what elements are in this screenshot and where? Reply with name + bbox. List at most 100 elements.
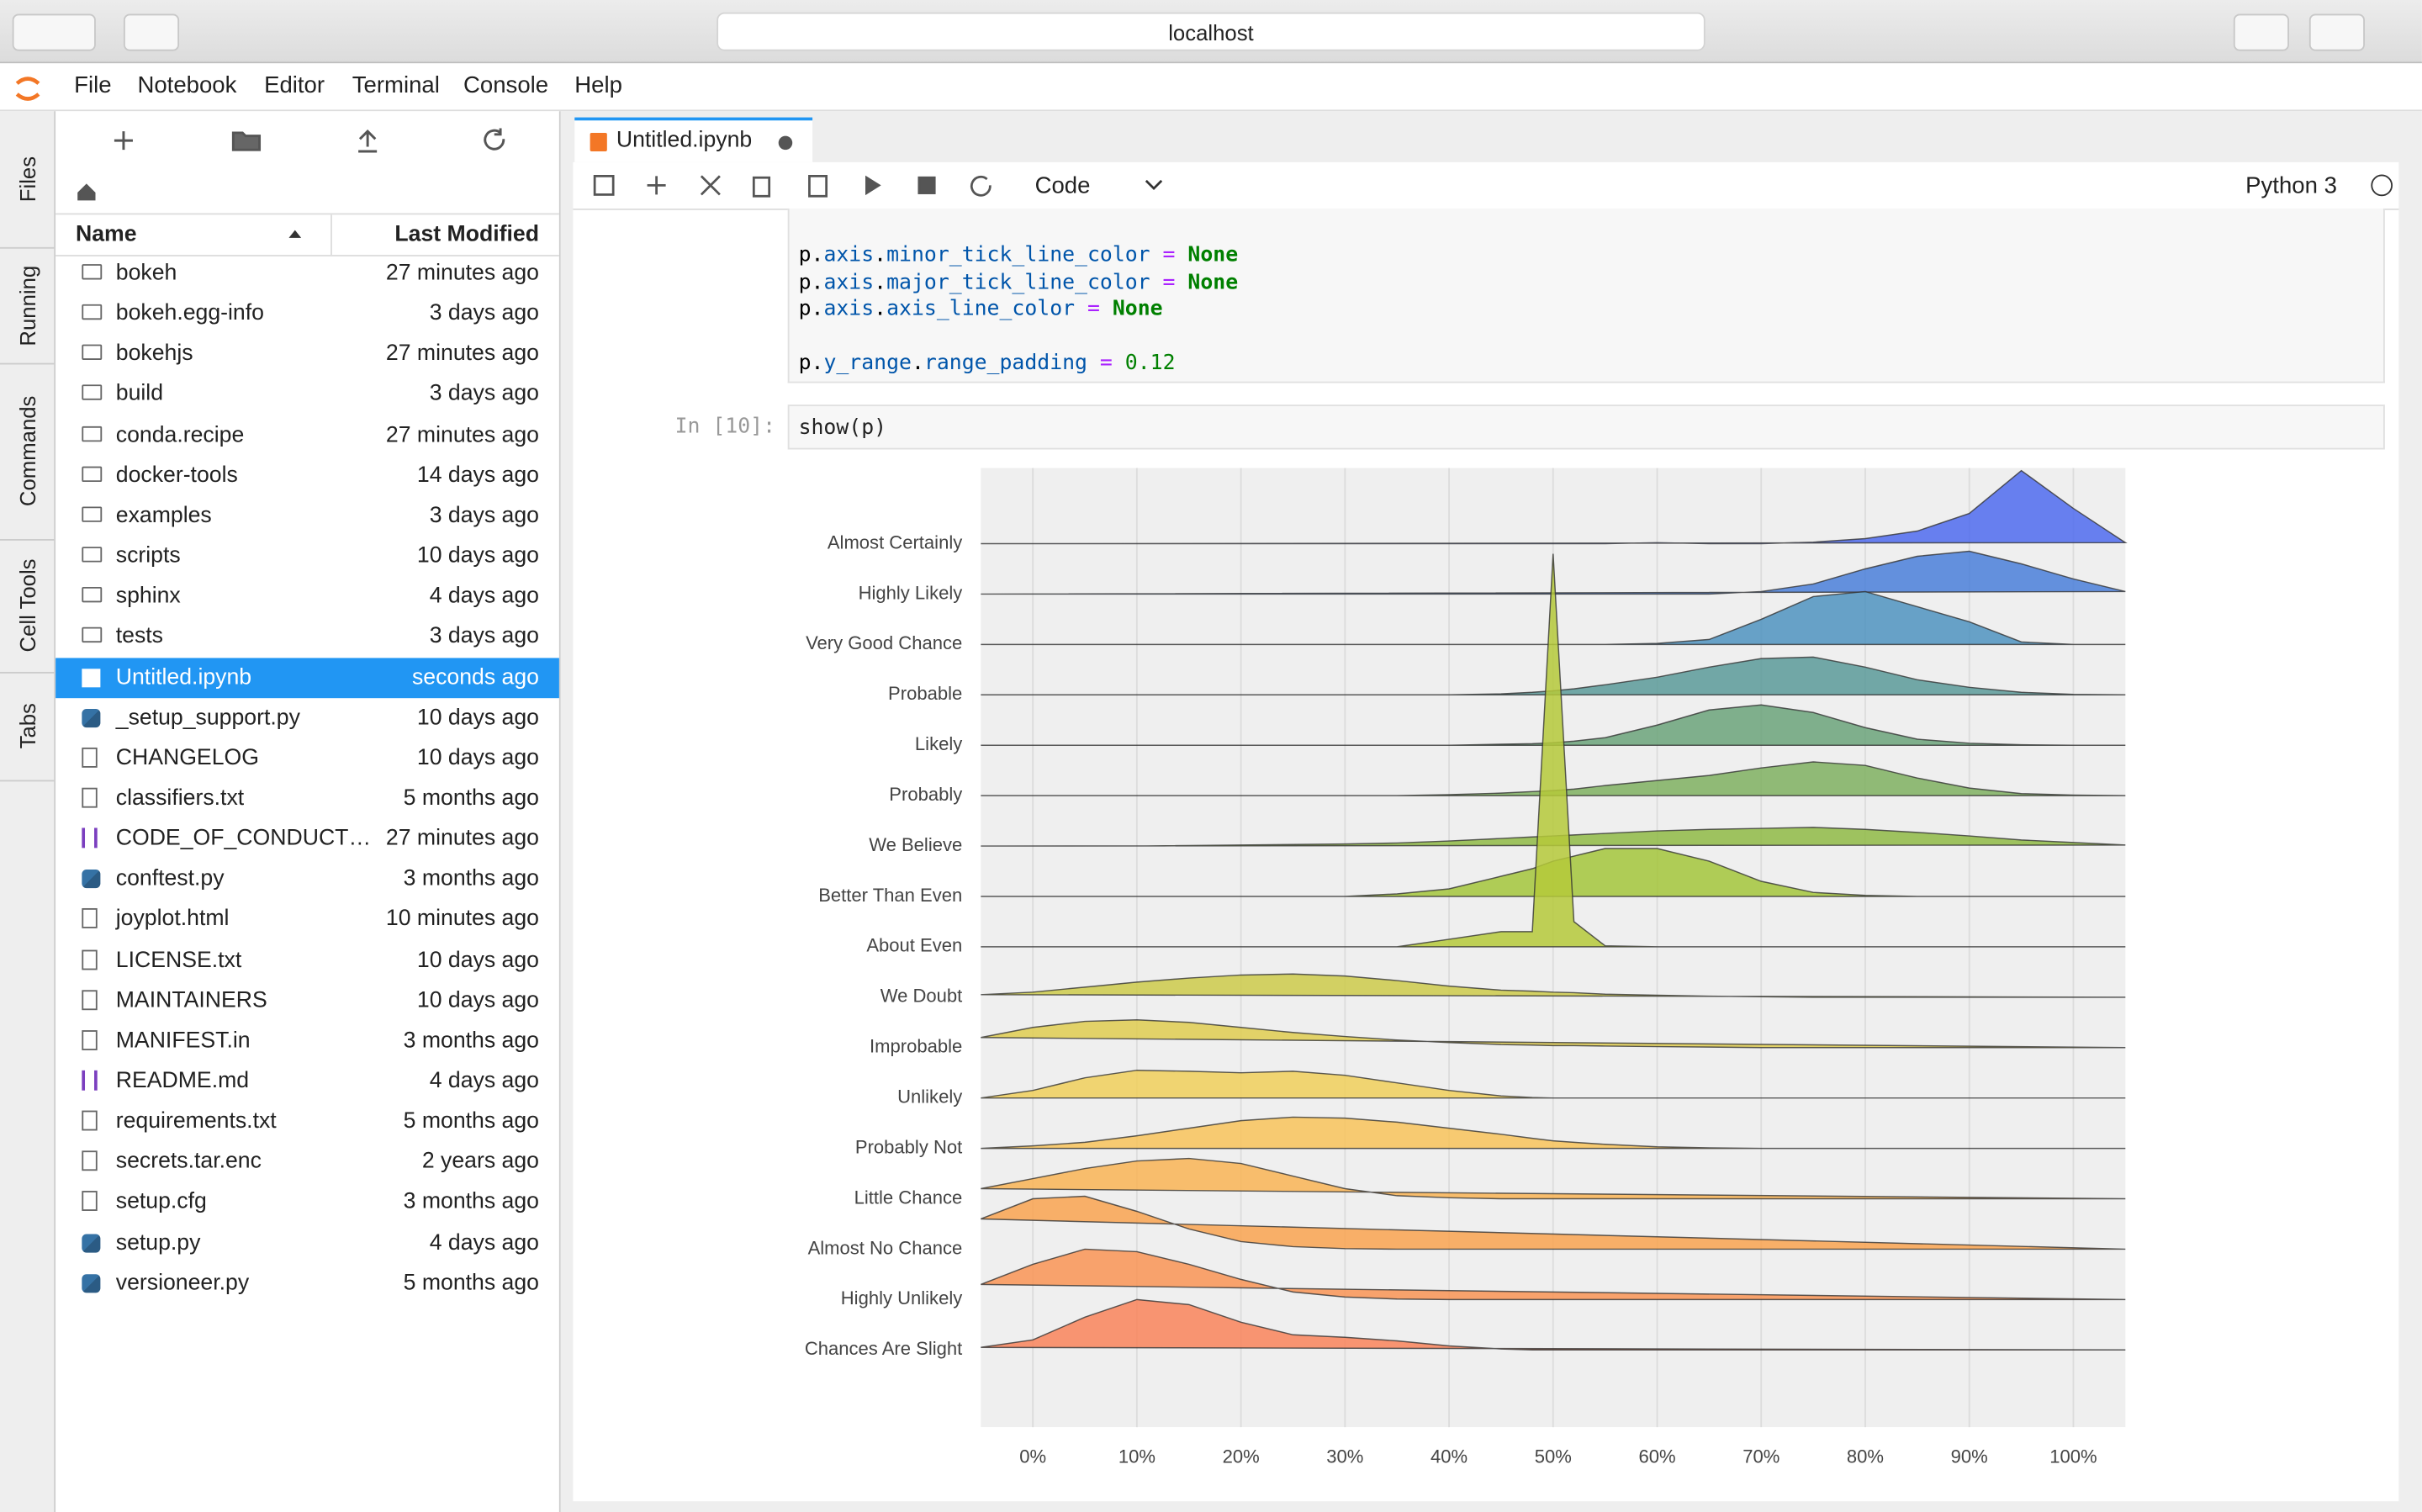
file-row[interactable]: scripts 10 days ago	[56, 536, 559, 576]
side-tab[interactable]: Tabs	[0, 672, 55, 782]
y-tick-label: We Doubt	[880, 986, 963, 1007]
file-name: versioneer.py	[115, 1271, 250, 1296]
refresh[interactable]	[484, 128, 505, 151]
file-modified: 14 days ago	[416, 463, 540, 488]
menu-item[interactable]: Editor	[264, 72, 325, 99]
file-modified: 2 years ago	[421, 1150, 540, 1175]
file-row[interactable]: docker-tools 14 days ago	[56, 455, 559, 495]
file-modified: 3 days ago	[429, 301, 540, 326]
copy[interactable]	[752, 176, 771, 198]
y-tick-label: About Even	[866, 935, 962, 956]
x-tick-label: 90%	[1951, 1446, 1988, 1467]
file-row[interactable]: CHANGELOG 10 days ago	[56, 738, 559, 779]
save[interactable]	[593, 175, 615, 196]
side-tab[interactable]: Files	[0, 111, 55, 249]
toolbar-icons	[593, 175, 992, 198]
file-header: Name Last Modified	[56, 213, 559, 256]
notebook-tab[interactable]: Untitled.ipynb	[574, 117, 813, 162]
sidebar-button[interactable]	[123, 13, 180, 51]
file-row[interactable]: bokeh.egg-info 3 days ago	[56, 293, 559, 334]
file-row[interactable]: requirements.txt 5 months ago	[56, 1102, 559, 1142]
ridge	[981, 1116, 2126, 1150]
file-row[interactable]: LICENSE.txt 10 days ago	[56, 940, 559, 981]
y-tick-label: Probably Not	[855, 1136, 962, 1157]
menu-item[interactable]: Terminal	[352, 72, 440, 99]
y-tick-label: Almost No Chance	[808, 1237, 963, 1258]
new-launcher[interactable]	[114, 131, 133, 151]
code-token: axis	[823, 296, 875, 322]
nav-buttons[interactable]	[12, 13, 96, 51]
file-row[interactable]: Untitled.ipynb seconds ago	[56, 657, 559, 698]
kernel-name: Python 3	[2245, 172, 2337, 199]
stop[interactable]	[918, 176, 936, 194]
file-row[interactable]: examples 3 days ago	[56, 495, 559, 536]
file-row[interactable]: conda.recipe 27 minutes ago	[56, 415, 559, 455]
file-name: docker-tools	[115, 463, 238, 488]
file-row[interactable]: setup.cfg 3 months ago	[56, 1182, 559, 1223]
tabs-button[interactable]	[2308, 13, 2365, 51]
file-row[interactable]: bokeh 27 minutes ago	[56, 253, 559, 293]
file-row[interactable]: tests 3 days ago	[56, 616, 559, 657]
file-modified: 5 months ago	[403, 1109, 540, 1134]
share-button[interactable]	[2233, 13, 2289, 51]
file-row[interactable]: versioneer.py 5 months ago	[56, 1263, 559, 1303]
side-tab[interactable]: Cell Tools	[0, 539, 55, 674]
code-token: =	[1150, 269, 1188, 294]
file-name: README.md	[115, 1068, 250, 1094]
side-tab[interactable]: Running	[0, 247, 55, 365]
code-token: major_tick_line_color	[886, 269, 1150, 294]
insert-cell[interactable]	[647, 176, 666, 195]
restart[interactable]	[970, 175, 992, 197]
file-row[interactable]: CODE_OF_CONDUCT… 27 minutes ago	[56, 819, 559, 859]
y-tick-label: We Believe	[869, 834, 962, 855]
file-row[interactable]: setup.py 4 days ago	[56, 1223, 559, 1263]
file-modified: 27 minutes ago	[385, 341, 540, 367]
cut[interactable]	[700, 175, 721, 196]
file-icon	[82, 708, 101, 727]
y-tick-label: Very Good Chance	[806, 632, 962, 653]
file-icon	[82, 1150, 98, 1171]
file-row[interactable]: classifiers.txt 5 months ago	[56, 779, 559, 819]
x-tick-label: 70%	[1742, 1446, 1779, 1467]
file-row[interactable]: conftest.py 3 months ago	[56, 859, 559, 900]
file-icon	[82, 547, 103, 563]
file-row[interactable]: secrets.tar.enc 2 years ago	[56, 1142, 559, 1182]
upload[interactable]	[358, 130, 378, 153]
url-bar[interactable]: localhost	[717, 12, 1705, 51]
paste[interactable]	[808, 175, 828, 198]
new-folder[interactable]	[231, 131, 262, 151]
menu-item[interactable]: File	[74, 72, 112, 99]
menu-item[interactable]: Console	[463, 72, 549, 99]
side-tab[interactable]: Commands	[0, 363, 55, 541]
y-tick-label: Highly Likely	[859, 582, 963, 603]
file-modified: 10 days ago	[416, 987, 540, 1013]
file-icon	[82, 466, 103, 482]
file-row[interactable]: MAINTAINERS 10 days ago	[56, 981, 559, 1021]
file-name: build	[115, 382, 164, 407]
cell-type[interactable]: Code	[1034, 172, 1091, 199]
code-cell[interactable]: p.axis.minor_tick_line_color = None p.axi…	[787, 208, 2385, 383]
file-row[interactable]: MANIFEST.in 3 months ago	[56, 1021, 559, 1061]
file-row[interactable]: bokehjs 27 minutes ago	[56, 334, 559, 374]
home[interactable]	[77, 183, 96, 201]
file-icon	[82, 827, 98, 849]
file-icon	[82, 908, 98, 929]
file-row[interactable]: README.md 4 days ago	[56, 1061, 559, 1102]
file-icon	[82, 587, 103, 603]
file-row[interactable]: _setup_support.py 10 days ago	[56, 698, 559, 738]
menu-item[interactable]: Notebook	[137, 72, 237, 99]
menu-item[interactable]: Help	[574, 72, 622, 99]
input-cell[interactable]: show(p)	[787, 404, 2385, 450]
run[interactable]	[865, 175, 881, 196]
file-name: bokeh	[115, 261, 177, 286]
modified-header[interactable]: Last Modified	[394, 222, 540, 247]
header-divider	[331, 214, 332, 256]
file-modified: 27 minutes ago	[385, 261, 540, 286]
dropdown-arrow[interactable]	[1145, 177, 1163, 193]
file-row[interactable]: sphinx 4 days ago	[56, 576, 559, 616]
x-tick-label: 100%	[2049, 1446, 2097, 1467]
file-modified: 4 days ago	[429, 1068, 540, 1094]
name-header[interactable]: Name	[75, 222, 137, 247]
file-row[interactable]: build 3 days ago	[56, 374, 559, 415]
file-row[interactable]: joyplot.html 10 minutes ago	[56, 900, 559, 940]
